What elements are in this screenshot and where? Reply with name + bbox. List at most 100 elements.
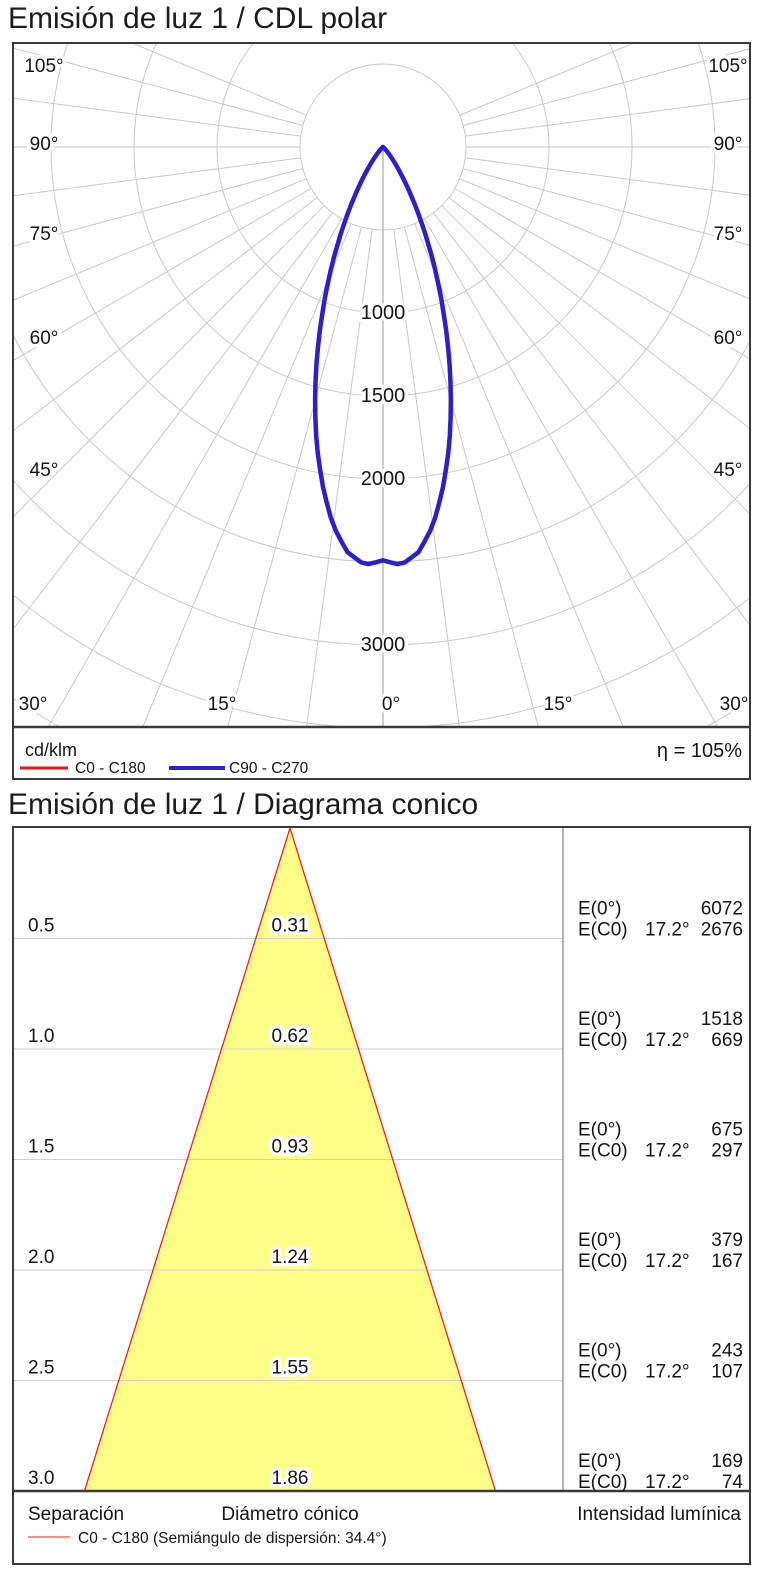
- ec0-angle: 17.2°: [645, 920, 690, 941]
- ec0-label: E(C0): [578, 1141, 628, 1162]
- polar-grid-spoke: [403, 227, 539, 726]
- polar-grid-spoke: [227, 227, 363, 726]
- e0-value: 169: [711, 1451, 743, 1472]
- polar-grid-spoke: [14, 197, 318, 431]
- angle-label-left: 105°: [24, 56, 63, 77]
- angle-label-bottom: 30°: [19, 694, 48, 715]
- polar-grid-spoke: [133, 44, 307, 116]
- column-title-separation: Separación: [28, 1504, 124, 1525]
- polar-grid-spoke: [414, 223, 624, 726]
- ec0-value: 107: [711, 1362, 743, 1383]
- curve-c90-c270: [312, 144, 454, 567]
- angle-label-left: 90°: [30, 134, 59, 155]
- ec0-value: 167: [711, 1251, 743, 1272]
- angle-label-right: 60°: [714, 328, 743, 349]
- e0-value: 1518: [701, 1009, 743, 1030]
- cone-chart: 0.5 0.31 E(0°) 6072 E(C0) 17.2° 2676 1.0 0.62 E(0…: [12, 826, 751, 1565]
- separation-value: 0.5: [28, 916, 54, 937]
- polar-grid-spoke: [14, 178, 307, 301]
- angle-label-right: 75°: [714, 224, 743, 245]
- e0-label: E(0°): [578, 1230, 622, 1251]
- ec0-angle: 17.2°: [645, 1030, 690, 1051]
- cone-frame: [12, 826, 751, 1565]
- efficiency-label: η = 105%: [657, 740, 742, 762]
- ec0-label: E(C0): [578, 1472, 628, 1493]
- ec0-value: 2676: [701, 920, 743, 941]
- polar-grid-spoke: [433, 212, 749, 625]
- polar-grid-spoke: [448, 197, 749, 429]
- polar-grid-spoke: [306, 229, 373, 726]
- polar-chart-title: Emisión de luz 1 / CDL polar: [8, 2, 388, 35]
- angle-label-left: 60°: [30, 328, 59, 349]
- e0-value: 379: [711, 1230, 743, 1251]
- diameter-value: 1.24: [272, 1247, 309, 1268]
- ec0-angle: 17.2°: [645, 1472, 690, 1493]
- polar-grid-spoke: [454, 188, 749, 359]
- angle-label-bottom: 0°: [382, 694, 400, 715]
- e0-label: E(0°): [578, 1451, 622, 1472]
- diameter-value: 0.93: [272, 1137, 309, 1158]
- polar-chart-canvas: 1000 1500 2000 3000 105° 90° 75° 60° 45° 105° 90° 7…: [12, 42, 751, 780]
- ec0-angle: 17.2°: [645, 1362, 690, 1383]
- polar-grid-spoke: [465, 157, 749, 196]
- diameter-value: 1.86: [272, 1468, 309, 1489]
- polar-grid-spoke: [459, 178, 749, 300]
- polar-grid-spoke: [463, 167, 749, 246]
- ec0-value: 297: [711, 1141, 743, 1162]
- ec0-value: 669: [711, 1030, 743, 1051]
- ec0-label: E(C0): [578, 920, 628, 941]
- polar-grid-spoke: [142, 223, 352, 726]
- polar-grid-circle: [12, 42, 751, 780]
- ec0-value: 74: [722, 1472, 744, 1493]
- ec0-angle: 17.2°: [645, 1141, 690, 1162]
- polar-grid-spoke: [465, 98, 749, 137]
- cone-chart-title: Emisión de luz 1 / Diagrama conico: [8, 788, 479, 821]
- polar-grid-spoke: [441, 205, 749, 514]
- legend-label-c90-c270: C90 - C270: [229, 760, 309, 777]
- e0-label: E(0°): [578, 1009, 622, 1030]
- polar-grid-spoke: [393, 229, 460, 726]
- diameter-value: 1.55: [272, 1358, 309, 1379]
- angle-label-bottom: 15°: [544, 694, 573, 715]
- cone-legend-label: C0 - C180 (Semiángulo de dispersión: 34.…: [78, 1530, 387, 1547]
- column-title-intensity: Intensidad lumínica: [577, 1504, 741, 1525]
- polar-grid-spoke: [14, 47, 303, 127]
- polar-grid-spoke: [14, 157, 301, 197]
- ec0-angle: 17.2°: [645, 1251, 690, 1272]
- column-title-diameter: Diámetro cónico: [221, 1504, 358, 1525]
- angle-label-bottom: 30°: [720, 694, 749, 715]
- unit-label: cd/klm: [25, 740, 77, 760]
- separation-value: 2.0: [28, 1247, 54, 1268]
- polar-grid-circle: [14, 480, 749, 646]
- cone-chart-canvas: 0.5 0.31 E(0°) 6072 E(C0) 17.2° 2676 1.0 0.62 E(0…: [12, 826, 751, 1565]
- separation-value: 2.5: [28, 1358, 54, 1379]
- angle-label-right: 90°: [714, 134, 743, 155]
- angle-label-bottom: 15°: [208, 694, 237, 715]
- polar-grid-spoke: [424, 218, 718, 726]
- separation-value: 1.5: [28, 1137, 54, 1158]
- e0-label: E(0°): [578, 1120, 622, 1141]
- radial-tick-label: 2000: [361, 468, 406, 490]
- separation-value: 3.0: [28, 1468, 54, 1489]
- ec0-label: E(C0): [578, 1251, 628, 1272]
- polar-grid-spoke: [14, 167, 303, 247]
- angle-label-left: 75°: [30, 224, 59, 245]
- polar-grid-spoke: [463, 48, 749, 127]
- angle-label-right: 105°: [708, 56, 747, 77]
- polar-grid-spoke: [14, 205, 325, 517]
- angle-label-left: 45°: [30, 460, 59, 481]
- diameter-value: 0.31: [272, 916, 309, 937]
- polar-grid-spoke: [14, 188, 312, 361]
- ec0-label: E(C0): [578, 1030, 628, 1051]
- polar-grid-circle: [14, 698, 749, 726]
- radial-tick-label: 3000: [361, 634, 406, 656]
- polar-grid-spoke: [14, 212, 333, 629]
- e0-value: 675: [711, 1120, 743, 1141]
- e0-value: 6072: [701, 899, 743, 920]
- radial-tick-label: 1000: [361, 302, 406, 324]
- e0-label: E(0°): [578, 899, 622, 920]
- polar-chart: 1000 1500 2000 3000 105° 90° 75° 60° 45° 105° 90° 7…: [12, 42, 751, 780]
- legend-label-c0-c180: C0 - C180: [75, 760, 146, 777]
- e0-label: E(0°): [578, 1341, 622, 1362]
- polar-grid-spoke: [459, 44, 633, 116]
